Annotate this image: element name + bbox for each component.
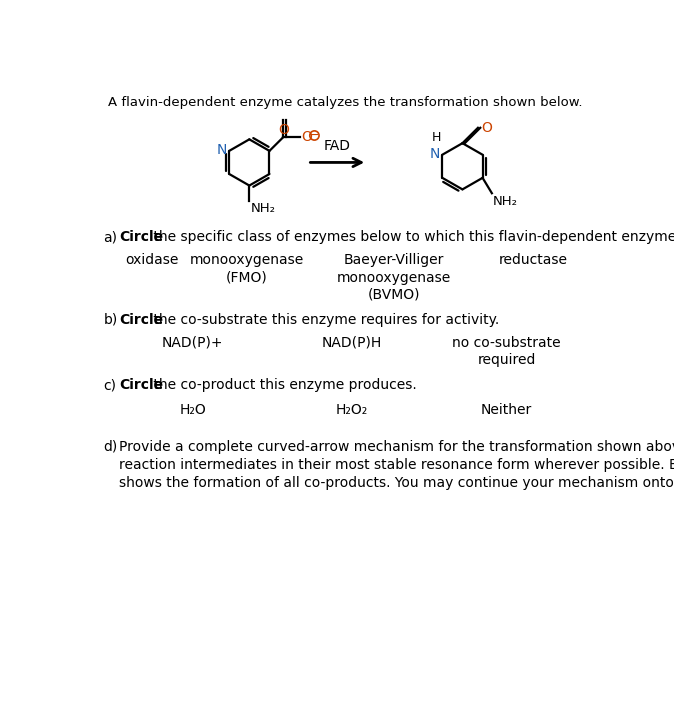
- Text: Baeyer-Villiger
monooxygenase
(BVMO): Baeyer-Villiger monooxygenase (BVMO): [337, 253, 452, 302]
- Text: FAD: FAD: [324, 140, 350, 153]
- Text: A flavin-dependent enzyme catalyzes the transformation shown below.: A flavin-dependent enzyme catalyzes the …: [108, 96, 583, 109]
- Text: Provide a complete curved-arrow mechanism for the transformation shown above. Yo: Provide a complete curved-arrow mechanis…: [119, 439, 674, 491]
- Text: H₂O₂: H₂O₂: [336, 403, 368, 417]
- Text: b): b): [104, 313, 118, 327]
- Text: Circle: Circle: [119, 313, 163, 327]
- Text: NH₂: NH₂: [251, 202, 276, 216]
- Text: Neither: Neither: [481, 403, 532, 417]
- Text: H: H: [432, 131, 441, 144]
- Text: NAD(P)H: NAD(P)H: [321, 335, 381, 350]
- Text: d): d): [104, 439, 118, 454]
- Text: O: O: [301, 130, 312, 144]
- Text: O: O: [481, 121, 492, 135]
- Text: H₂O: H₂O: [179, 403, 206, 417]
- Text: NH₂: NH₂: [493, 195, 518, 208]
- Text: O: O: [279, 123, 290, 137]
- Text: monooxygenase
(FMO): monooxygenase (FMO): [190, 253, 304, 285]
- Text: NAD(P)+: NAD(P)+: [162, 335, 224, 350]
- Text: no co-substrate
required: no co-substrate required: [452, 335, 561, 367]
- Text: oxidase: oxidase: [125, 253, 179, 267]
- Text: N: N: [429, 147, 440, 161]
- Text: Circle: Circle: [119, 230, 163, 244]
- Text: Circle: Circle: [119, 378, 163, 392]
- Text: a): a): [104, 230, 118, 244]
- Text: N: N: [216, 143, 227, 157]
- Text: reductase: reductase: [499, 253, 568, 267]
- Text: −: −: [309, 129, 319, 142]
- Text: c): c): [104, 378, 117, 392]
- Text: the specific class of enzymes below to which this flavin-dependent enzyme most l: the specific class of enzymes below to w…: [148, 230, 674, 244]
- Text: the co-product this enzyme produces.: the co-product this enzyme produces.: [148, 378, 417, 392]
- Text: the co-substrate this enzyme requires for activity.: the co-substrate this enzyme requires fo…: [148, 313, 499, 327]
